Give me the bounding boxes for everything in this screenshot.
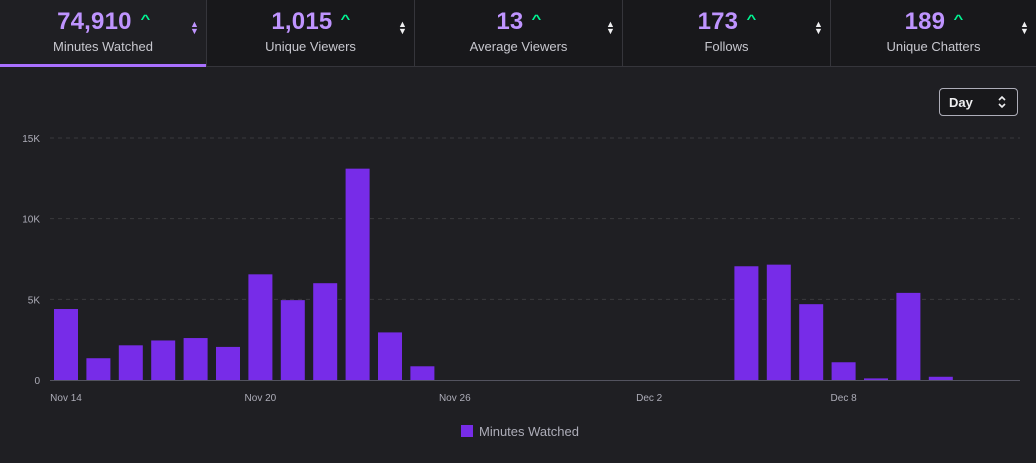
metric-label: Follows	[704, 39, 749, 54]
metric-value-row: 74,910 ^	[0, 8, 206, 36]
legend-swatch	[461, 425, 473, 437]
bar[interactable]	[864, 378, 888, 380]
legend-label: Minutes Watched	[479, 423, 579, 439]
tab-minutes-watched[interactable]: 74,910 ^ Minutes Watched ▲ ▼	[0, 0, 207, 67]
metric-value: 13	[496, 8, 524, 35]
metric-label: Average Viewers	[469, 39, 568, 54]
x-tick-label: Nov 26	[439, 393, 471, 404]
y-tick-label: 15K	[22, 134, 40, 145]
bar[interactable]	[896, 292, 921, 380]
bar[interactable]	[345, 168, 370, 380]
bar[interactable]	[766, 264, 791, 380]
metric-value: 74,910	[57, 8, 132, 35]
bar[interactable]	[378, 332, 402, 380]
y-tick-label: 10K	[22, 215, 40, 226]
metric-value-row: 13 ^	[415, 8, 622, 36]
interval-select[interactable]: Day	[939, 88, 1018, 116]
bar[interactable]	[410, 366, 435, 380]
metric-value: 189	[904, 8, 946, 35]
trend-up-icon: ^	[340, 12, 352, 26]
tab-average-viewers[interactable]: 13 ^ Average Viewers ▲ ▼	[415, 0, 623, 66]
tab-unique-viewers[interactable]: 1,015 ^ Unique Viewers ▲ ▼	[207, 0, 415, 66]
x-tick-label: Dec 8	[831, 393, 858, 404]
bar[interactable]	[54, 309, 78, 380]
bar[interactable]	[313, 283, 338, 380]
bar[interactable]	[151, 340, 176, 380]
sort-icon[interactable]: ▲ ▼	[398, 19, 407, 36]
metric-label: Unique Viewers	[265, 39, 356, 54]
metric-value-row: 173 ^	[623, 8, 830, 36]
bar[interactable]	[183, 338, 208, 380]
x-tick-label: Nov 14	[50, 393, 82, 404]
metric-label: Unique Chatters	[886, 39, 981, 54]
bar[interactable]	[928, 376, 953, 380]
x-tick-label: Dec 2	[636, 393, 663, 404]
metric-label: Minutes Watched	[53, 39, 153, 54]
trend-up-icon: ^	[140, 12, 151, 26]
tab-unique-chatters[interactable]: 189 ^ Unique Chatters ▲ ▼	[831, 0, 1036, 66]
bar[interactable]	[799, 304, 824, 380]
y-tick-label: 0	[34, 376, 40, 387]
metric-tabs: 74,910 ^ Minutes Watched ▲ ▼ 1,015 ^ Unique…	[0, 0, 1036, 67]
bar[interactable]	[734, 266, 759, 380]
y-tick-label: 5K	[28, 295, 41, 306]
metric-value-row: 1,015 ^	[207, 8, 414, 36]
bar[interactable]	[86, 358, 111, 380]
minutes-watched-chart: 0 5K 10K 15K Nov 14 Nov 20 Nov 26 Dec 2 Dec 8	[22, 134, 1020, 404]
x-tick-label: Nov 20	[245, 393, 277, 404]
metric-value: 1,015	[271, 8, 333, 35]
trend-up-icon: ^	[953, 12, 964, 26]
chart-legend: Minutes Watched	[461, 423, 579, 439]
bar[interactable]	[216, 346, 240, 380]
bar[interactable]	[280, 300, 305, 380]
trend-up-icon: ^	[746, 12, 757, 26]
metric-value: 173	[697, 8, 739, 35]
bar[interactable]	[831, 362, 856, 380]
sort-icon[interactable]: ▲ ▼	[190, 19, 199, 36]
interval-select-value: Day	[949, 95, 973, 110]
bar[interactable]	[118, 345, 143, 380]
trend-up-icon: ^	[531, 12, 543, 26]
tab-follows[interactable]: 173 ^ Follows ▲ ▼	[623, 0, 831, 66]
sort-icon[interactable]: ▲ ▼	[606, 19, 615, 36]
sort-icon[interactable]: ▲ ▼	[814, 19, 823, 36]
metric-value-row: 189 ^	[831, 8, 1036, 36]
bar[interactable]	[248, 274, 273, 380]
chevron-up-down-icon	[998, 95, 1006, 109]
sort-icon[interactable]: ▲ ▼	[1020, 19, 1029, 36]
